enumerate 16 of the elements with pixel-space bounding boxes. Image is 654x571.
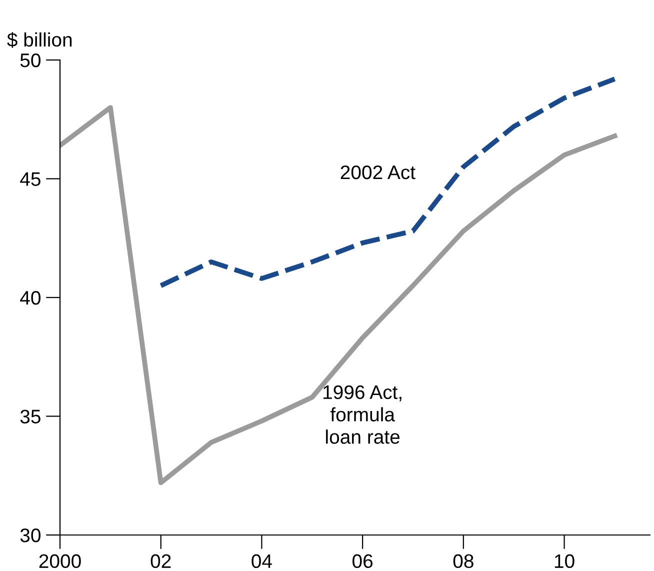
y-tick-label: 40: [20, 290, 40, 305]
y-tick-label: 45: [20, 172, 40, 186]
y-tick-label: 35: [20, 410, 40, 424]
x-tick-label: 04: [252, 554, 272, 568]
line-series: [158, 76, 618, 288]
y-axis-title: $ billion: [7, 32, 72, 48]
x-tick-label: 08: [453, 554, 474, 568]
series-label: 1996 Act, formula loan rate: [324, 385, 402, 444]
x-tick-label: 2000: [39, 554, 81, 568]
y-tick-label: 50: [20, 53, 40, 68]
line-series: [60, 105, 618, 486]
series-label: 2002 Act: [340, 165, 416, 180]
x-tick-label: 06: [352, 554, 373, 568]
x-tick-label: 10: [554, 554, 574, 568]
x-tick-label: 02: [150, 554, 171, 568]
y-tick-label: 30: [20, 528, 40, 542]
